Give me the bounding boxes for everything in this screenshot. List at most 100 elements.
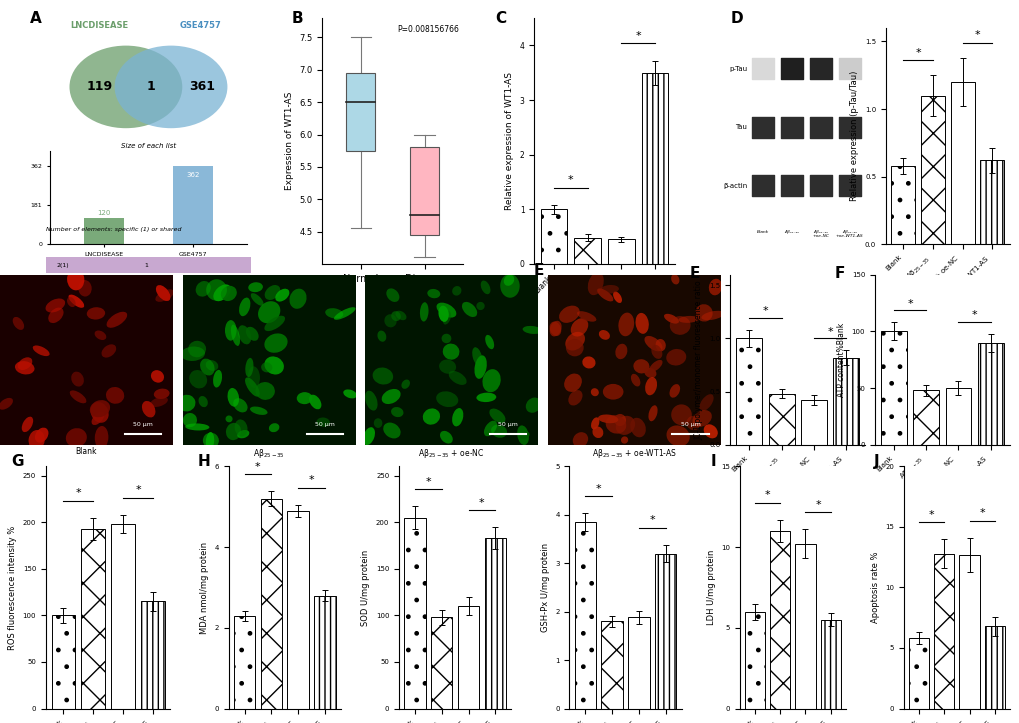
Ellipse shape [692, 410, 711, 427]
Ellipse shape [701, 311, 723, 320]
Ellipse shape [196, 281, 211, 296]
Bar [261, 499, 282, 709]
Ellipse shape [564, 374, 581, 392]
Y-axis label: JC-1 polymer/monomer fluorescence ratio: JC-1 polymer/monomer fluorescence ratio [694, 280, 703, 440]
Bar [484, 538, 505, 709]
Ellipse shape [250, 406, 267, 415]
Ellipse shape [644, 368, 656, 378]
Bar [768, 393, 794, 445]
Text: A: A [30, 11, 41, 26]
Ellipse shape [517, 425, 529, 445]
Bar [345, 73, 375, 150]
Text: 361: 361 [189, 80, 215, 93]
Ellipse shape [264, 285, 280, 300]
Ellipse shape [251, 293, 263, 306]
Ellipse shape [245, 358, 254, 377]
Ellipse shape [391, 311, 400, 321]
Bar [628, 617, 649, 709]
Ellipse shape [613, 414, 626, 426]
Ellipse shape [663, 314, 679, 324]
Text: *: * [928, 510, 933, 520]
Bar [410, 147, 438, 235]
Y-axis label: MDA nmol/mg protein: MDA nmol/mg protein [200, 542, 209, 633]
Ellipse shape [695, 304, 712, 322]
Ellipse shape [476, 302, 484, 310]
Text: D: D [730, 11, 742, 26]
Ellipse shape [199, 396, 208, 407]
Ellipse shape [106, 387, 124, 403]
Ellipse shape [71, 372, 84, 387]
Bar [654, 554, 676, 709]
Ellipse shape [598, 330, 609, 340]
Ellipse shape [206, 279, 226, 301]
Text: *: * [649, 515, 654, 526]
Bar [141, 602, 165, 709]
Text: *: * [309, 475, 314, 485]
Ellipse shape [325, 308, 343, 319]
Ellipse shape [596, 288, 612, 301]
Ellipse shape [442, 343, 459, 359]
Text: I: I [709, 454, 715, 469]
Text: *: * [906, 299, 912, 309]
Ellipse shape [248, 367, 260, 388]
Ellipse shape [651, 345, 661, 359]
Ellipse shape [503, 275, 514, 286]
Ellipse shape [234, 419, 248, 437]
Ellipse shape [206, 360, 218, 371]
Text: E: E [533, 263, 544, 278]
Text: F: F [834, 266, 844, 281]
Ellipse shape [451, 408, 463, 427]
Ellipse shape [558, 306, 579, 323]
Ellipse shape [381, 389, 400, 404]
Ellipse shape [602, 384, 623, 400]
Ellipse shape [95, 330, 106, 340]
Ellipse shape [587, 273, 603, 295]
Bar [800, 400, 826, 445]
Bar [983, 626, 1004, 709]
Ellipse shape [614, 343, 627, 359]
Bar [458, 606, 479, 709]
Ellipse shape [592, 427, 602, 438]
Ellipse shape [668, 384, 680, 398]
Ellipse shape [66, 428, 87, 448]
Ellipse shape [264, 333, 287, 353]
Bar [977, 343, 1003, 445]
Ellipse shape [309, 395, 321, 409]
Ellipse shape [615, 416, 635, 435]
Ellipse shape [708, 279, 721, 295]
Ellipse shape [485, 335, 493, 349]
Ellipse shape [213, 370, 222, 388]
Ellipse shape [448, 371, 466, 385]
Ellipse shape [474, 355, 486, 379]
Ellipse shape [233, 398, 248, 412]
Ellipse shape [549, 321, 561, 336]
Ellipse shape [182, 413, 197, 427]
Text: 50 μm: 50 μm [315, 422, 335, 427]
Ellipse shape [499, 274, 519, 298]
Bar [769, 531, 790, 709]
Ellipse shape [377, 330, 386, 342]
Ellipse shape [566, 339, 583, 356]
Ellipse shape [635, 313, 648, 334]
Ellipse shape [67, 297, 75, 307]
Ellipse shape [185, 424, 209, 430]
Ellipse shape [384, 315, 396, 328]
Ellipse shape [436, 303, 455, 317]
X-axis label: Aβ$_{25-35}$: Aβ$_{25-35}$ [253, 448, 284, 461]
Y-axis label: Apoptosis rate %: Apoptosis rate % [870, 552, 878, 623]
Ellipse shape [225, 423, 240, 440]
Bar [287, 510, 309, 709]
Ellipse shape [590, 417, 599, 429]
Text: *: * [635, 31, 640, 41]
Ellipse shape [151, 370, 164, 382]
Ellipse shape [621, 437, 628, 444]
Ellipse shape [213, 284, 230, 301]
Ellipse shape [225, 416, 232, 422]
Ellipse shape [441, 334, 450, 343]
X-axis label: Aβ$_{25-35}$ + oe-NC: Aβ$_{25-35}$ + oe-NC [418, 448, 484, 461]
Ellipse shape [600, 285, 619, 294]
Ellipse shape [316, 417, 329, 427]
X-axis label: Aβ$_{25-35}$ + oe-WT1-AS: Aβ$_{25-35}$ + oe-WT1-AS [591, 448, 677, 461]
Ellipse shape [420, 302, 428, 322]
Bar [111, 524, 135, 709]
